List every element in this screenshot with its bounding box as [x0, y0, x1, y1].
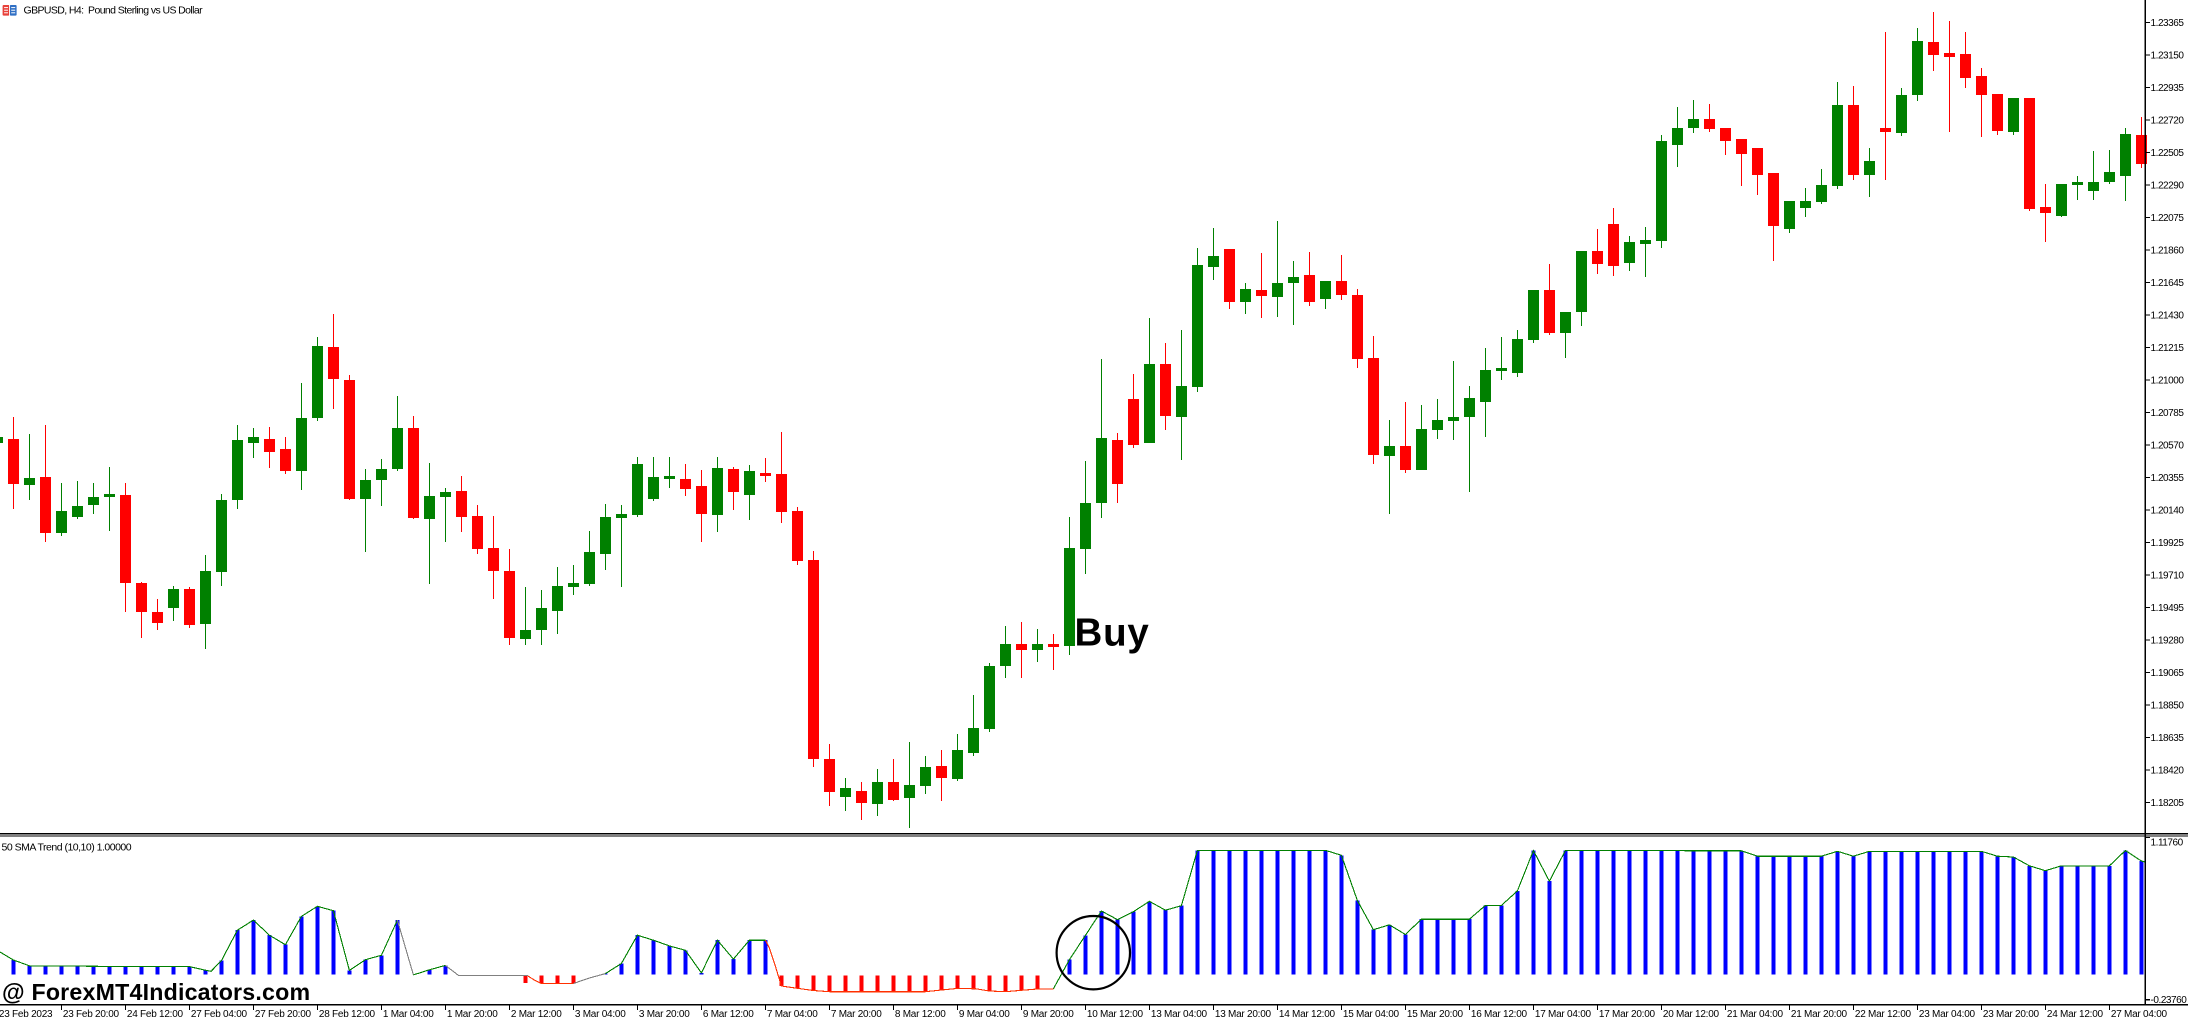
svg-text:21 Mar 20:00: 21 Mar 20:00	[1791, 1009, 1848, 1020]
svg-text:27 Feb 04:00: 27 Feb 04:00	[191, 1009, 248, 1020]
svg-text:1.21215: 1.21215	[2151, 343, 2185, 354]
svg-text:1.19280: 1.19280	[2151, 636, 2185, 647]
svg-text:1.11760: 1.11760	[2151, 837, 2184, 848]
svg-text:23 Mar 20:00: 23 Mar 20:00	[1983, 1009, 2040, 1020]
svg-text:GBPUSD, H4: Pound Sterling vs: GBPUSD, H4: Pound Sterling vs US Dollar	[24, 5, 204, 17]
svg-text:1.21860: 1.21860	[2151, 246, 2185, 257]
svg-text:7 Mar 04:00: 7 Mar 04:00	[767, 1009, 818, 1020]
svg-text:1.20785: 1.20785	[2151, 408, 2185, 419]
svg-text:22 Mar 12:00: 22 Mar 12:00	[1855, 1009, 1912, 1020]
svg-text:7 Mar 20:00: 7 Mar 20:00	[831, 1009, 882, 1020]
svg-text:1 Mar 20:00: 1 Mar 20:00	[447, 1009, 498, 1020]
svg-text:17 Mar 20:00: 17 Mar 20:00	[1599, 1009, 1656, 1020]
svg-text:1.18205: 1.18205	[2151, 798, 2185, 809]
svg-text:1.20355: 1.20355	[2151, 473, 2185, 484]
svg-text:23 Mar 04:00: 23 Mar 04:00	[1919, 1009, 1976, 1020]
svg-text:3 Mar 04:00: 3 Mar 04:00	[575, 1009, 626, 1020]
svg-text:10 Mar 12:00: 10 Mar 12:00	[1087, 1009, 1144, 1020]
svg-text:21 Mar 04:00: 21 Mar 04:00	[1727, 1009, 1784, 1020]
svg-text:2 Mar 12:00: 2 Mar 12:00	[511, 1009, 562, 1020]
svg-text:1.19925: 1.19925	[2151, 538, 2185, 549]
svg-text:1.20140: 1.20140	[2151, 506, 2185, 517]
svg-text:@ ForexMT4Indicators.com: @ ForexMT4Indicators.com	[2, 979, 310, 1005]
svg-text:1.21000: 1.21000	[2151, 376, 2185, 387]
svg-text:1.23150: 1.23150	[2151, 51, 2185, 62]
svg-text:13 Mar 04:00: 13 Mar 04:00	[1151, 1009, 1208, 1020]
svg-text:9 Mar 04:00: 9 Mar 04:00	[959, 1009, 1010, 1020]
svg-text:1.20570: 1.20570	[2151, 441, 2185, 452]
svg-text:17 Mar 04:00: 17 Mar 04:00	[1535, 1009, 1592, 1020]
svg-text:16 Mar 12:00: 16 Mar 12:00	[1471, 1009, 1528, 1020]
svg-text:15 Mar 04:00: 15 Mar 04:00	[1343, 1009, 1400, 1020]
svg-text:1.21645: 1.21645	[2151, 278, 2185, 289]
svg-text:15 Mar 20:00: 15 Mar 20:00	[1407, 1009, 1464, 1020]
svg-text:Buy: Buy	[1075, 612, 1150, 655]
svg-text:1.18635: 1.18635	[2151, 733, 2185, 744]
svg-text:50 SMA Trend (10,10) 1.00000: 50 SMA Trend (10,10) 1.00000	[2, 841, 132, 853]
svg-text:1.23365: 1.23365	[2151, 18, 2185, 29]
svg-text:1.22290: 1.22290	[2151, 181, 2185, 192]
svg-text:8 Mar 12:00: 8 Mar 12:00	[895, 1009, 946, 1020]
svg-text:1.18420: 1.18420	[2151, 766, 2185, 777]
svg-text:23 Feb 2023: 23 Feb 2023	[0, 1009, 53, 1020]
svg-text:28 Feb 12:00: 28 Feb 12:00	[319, 1009, 376, 1020]
svg-text:1.19065: 1.19065	[2151, 668, 2185, 679]
svg-text:27 Feb 20:00: 27 Feb 20:00	[255, 1009, 312, 1020]
svg-text:9 Mar 20:00: 9 Mar 20:00	[1023, 1009, 1074, 1020]
svg-text:1.22505: 1.22505	[2151, 148, 2185, 159]
svg-text:14 Mar 12:00: 14 Mar 12:00	[1279, 1009, 1336, 1020]
svg-text:1.19710: 1.19710	[2151, 571, 2185, 582]
svg-text:1.19495: 1.19495	[2151, 603, 2185, 614]
svg-text:27 Mar 04:00: 27 Mar 04:00	[2111, 1009, 2168, 1020]
svg-text:1.21430: 1.21430	[2151, 311, 2185, 322]
svg-text:1.22075: 1.22075	[2151, 213, 2185, 224]
svg-text:24 Feb 12:00: 24 Feb 12:00	[127, 1009, 184, 1020]
svg-text:23 Feb 20:00: 23 Feb 20:00	[63, 1009, 120, 1020]
svg-text:6 Mar 12:00: 6 Mar 12:00	[703, 1009, 754, 1020]
svg-text:1.22720: 1.22720	[2151, 116, 2185, 127]
svg-text:20 Mar 12:00: 20 Mar 12:00	[1663, 1009, 1720, 1020]
svg-text:-0.23760: -0.23760	[2151, 995, 2188, 1006]
svg-text:1.22935: 1.22935	[2151, 83, 2185, 94]
svg-text:1.18850: 1.18850	[2151, 701, 2185, 712]
svg-text:24 Mar 12:00: 24 Mar 12:00	[2047, 1009, 2104, 1020]
svg-text:1 Mar 04:00: 1 Mar 04:00	[383, 1009, 434, 1020]
svg-text:3 Mar 20:00: 3 Mar 20:00	[639, 1009, 690, 1020]
svg-text:13 Mar 20:00: 13 Mar 20:00	[1215, 1009, 1272, 1020]
